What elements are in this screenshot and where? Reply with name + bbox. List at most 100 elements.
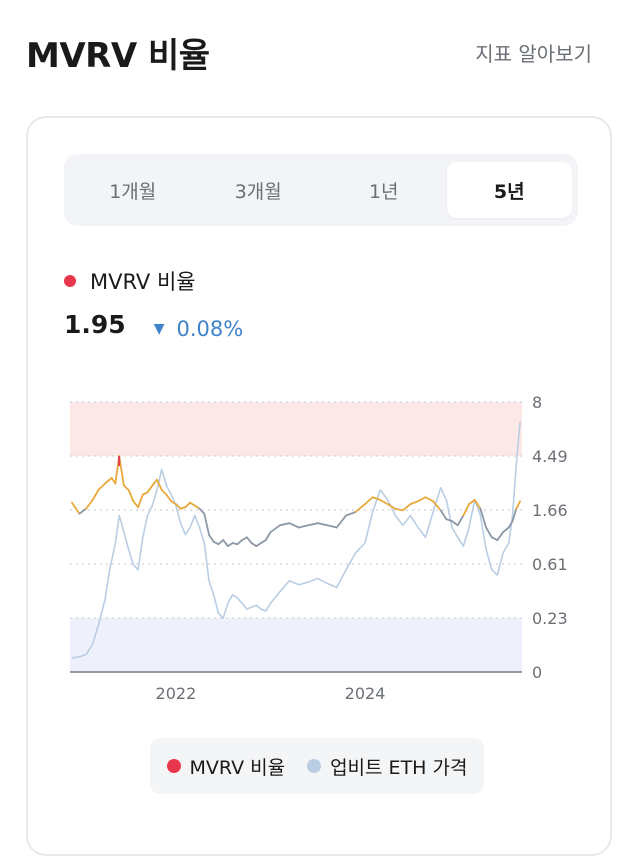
- series-mvrv-segment: [297, 524, 310, 529]
- series-mvrv-segment: [160, 489, 168, 496]
- legend-dot-eth-price: [307, 759, 322, 773]
- page-title: MVRV 비율: [26, 36, 210, 76]
- series-mvrv-segment: [208, 533, 215, 543]
- series-mvrv-segment: [401, 503, 412, 512]
- legend-item-eth-price[interactable]: 업비트 ETH 가격: [307, 753, 467, 780]
- series-mvrv-segment: [371, 496, 382, 501]
- series-mvrv-segment: [91, 489, 100, 501]
- period-tabs: 1개월 3개월 1년 5년: [64, 154, 578, 226]
- series-mvrv-segment: [445, 518, 453, 523]
- series-mvrv-segment: [462, 503, 470, 517]
- series-mvrv-segment: [175, 503, 182, 510]
- high-zone-band: [70, 402, 522, 456]
- series-mvrv-segment: [97, 482, 106, 491]
- series-mvrv-segment: [490, 536, 499, 542]
- x-tick-label: 2024: [345, 684, 386, 703]
- series-mvrv-segment: [468, 498, 476, 506]
- tab-5-years[interactable]: 5년: [446, 162, 572, 218]
- series-mvrv-segment: [432, 500, 442, 512]
- y-tick-label: 0: [532, 663, 542, 682]
- series-mvrv-segment: [189, 501, 196, 507]
- series-mvrv-segment: [104, 476, 113, 485]
- series-mvrv-segment: [146, 484, 154, 494]
- series-mvrv-segment: [515, 500, 522, 510]
- legend-dot-mvrv: [166, 759, 181, 773]
- series-mvrv-segment: [156, 478, 163, 491]
- series-mvrv-segment: [307, 522, 319, 527]
- y-tick-label: 0.61: [532, 555, 568, 574]
- legend-label-eth-price: 업비트 ETH 가격: [330, 756, 468, 779]
- series-mvrv-segment: [227, 542, 234, 548]
- series-mvrv-segment: [184, 501, 191, 509]
- series-mvrv-segment: [507, 520, 514, 529]
- y-tick-label: 0.23: [532, 609, 568, 628]
- series-mvrv-segment: [451, 520, 459, 527]
- series-mvrv-segment: [439, 509, 448, 521]
- series-mvrv-segment: [335, 514, 348, 529]
- series-mvrv-segment: [137, 493, 144, 509]
- y-tick-label: 8: [532, 393, 542, 412]
- tab-3-months[interactable]: 3개월: [234, 180, 282, 203]
- series-mvrv-segment: [386, 503, 397, 510]
- series-mvrv-segment: [394, 507, 404, 512]
- series-mvrv-segment: [485, 526, 493, 539]
- metric-change: ▼ 0.08%: [154, 317, 244, 341]
- series-mvrv-segment: [424, 496, 435, 503]
- metric-name: MVRV 비율: [90, 270, 196, 294]
- series-mvrv-segment: [217, 539, 225, 546]
- series-mvrv-segment: [260, 539, 267, 544]
- legend-item-mvrv[interactable]: MVRV 비율: [166, 753, 286, 780]
- series-mvrv-segment: [511, 507, 518, 523]
- series-mvrv-segment: [222, 539, 229, 548]
- series-mvrv-segment: [269, 524, 281, 534]
- series-mvrv-segment: [288, 522, 300, 529]
- series-mvrv-segment: [496, 531, 504, 542]
- tab-1-year[interactable]: 1년: [368, 180, 399, 203]
- series-mvrv-segment: [203, 512, 210, 536]
- metric-values: 1.95 ▼ 0.08%: [64, 310, 243, 341]
- series-mvrv-segment: [170, 500, 177, 506]
- series-mvrv-segment: [279, 522, 291, 527]
- series-mvrv-segment: [193, 504, 201, 510]
- series-mvrv-segment: [364, 496, 374, 506]
- series-mvrv-segment: [132, 500, 139, 509]
- metric-header: MVRV 비율: [64, 266, 196, 296]
- metric-change-value: 0.08%: [176, 317, 244, 341]
- series-mvrv-segment: [316, 522, 329, 527]
- mvrv-chart: 8 4.49 1.66 0.61 0.23 0 2022 2024: [70, 393, 568, 703]
- series-eth-price-line: [71, 421, 521, 659]
- series-mvrv-segment: [151, 478, 158, 487]
- series-mvrv-segment: [354, 503, 366, 513]
- series-mvrv-segment: [70, 501, 81, 515]
- series-mvrv-segment: [326, 524, 338, 529]
- chart-legend: MVRV 비율 업비트 ETH 가격: [150, 738, 484, 794]
- series-mvrv-segment: [127, 489, 135, 503]
- low-zone-band: [70, 618, 522, 672]
- series-mvrv-segment: [479, 507, 487, 529]
- down-triangle-icon: ▼: [153, 321, 165, 337]
- series-mvrv-segment: [85, 498, 94, 510]
- series-mvrv-segment: [250, 542, 258, 548]
- y-tick-label: 1.66: [532, 501, 568, 520]
- legend-label-mvrv: MVRV 비율: [189, 756, 286, 779]
- series-mvrv-segment: [165, 493, 173, 503]
- series-mvrv-segment: [409, 500, 419, 506]
- series-mvrv-segment: [78, 507, 87, 515]
- series-mvrv-segment: [502, 526, 510, 534]
- tab-1-month[interactable]: 1개월: [109, 180, 157, 203]
- metric-color-dot: [64, 275, 76, 287]
- series-mvrv-segment: [264, 531, 272, 542]
- series-mvrv-segment: [198, 507, 206, 515]
- series-mvrv-segment: [473, 498, 482, 510]
- series-mvrv-segment: [456, 514, 465, 527]
- indicator-help-link[interactable]: 지표 알아보기: [475, 42, 592, 66]
- series-mvrv-segment: [245, 536, 253, 544]
- series-mvrv-segment: [122, 484, 130, 491]
- metric-value: 1.95: [64, 310, 126, 339]
- chart-card: 1개월 3개월 1년 5년 MVRV 비율 1.95 ▼ 0.08% 8 4.49…: [26, 116, 612, 856]
- series-mvrv-segment: [241, 536, 248, 542]
- series-mvrv-segment: [345, 511, 357, 517]
- series-mvrv-segment: [379, 498, 389, 506]
- y-tick-label: 4.49: [532, 447, 568, 466]
- series-mvrv-segment: [255, 542, 262, 548]
